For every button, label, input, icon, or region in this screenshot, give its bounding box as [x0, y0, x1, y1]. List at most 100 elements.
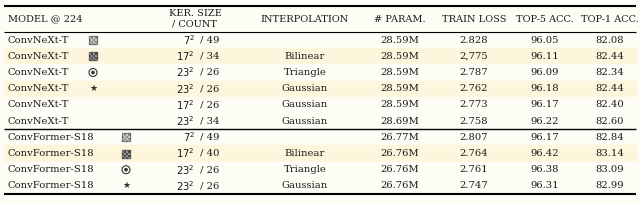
Bar: [126, 135, 128, 137]
Text: ConvFormer-S18: ConvFormer-S18: [8, 133, 95, 142]
Bar: [122, 133, 130, 141]
Text: 26.77M: 26.77M: [381, 133, 419, 142]
Text: Gaussian: Gaussian: [282, 181, 328, 190]
Text: $23^2$: $23^2$: [177, 82, 195, 96]
Bar: [128, 139, 130, 141]
Text: ConvNeXt-T: ConvNeXt-T: [8, 68, 69, 77]
Text: 28.59M: 28.59M: [381, 84, 419, 93]
Text: / COUNT: / COUNT: [173, 20, 218, 29]
Circle shape: [125, 169, 127, 171]
Bar: [4, 178, 636, 194]
Bar: [91, 52, 93, 54]
Bar: [93, 52, 95, 54]
Bar: [89, 52, 91, 54]
Bar: [126, 150, 128, 152]
Bar: [126, 139, 128, 141]
Bar: [91, 56, 93, 58]
Text: / 26: / 26: [197, 84, 220, 93]
Text: 82.40: 82.40: [596, 100, 625, 109]
Bar: [93, 42, 95, 44]
Text: ★: ★: [122, 181, 130, 190]
Bar: [91, 58, 93, 60]
Text: Gaussian: Gaussian: [282, 84, 328, 93]
Text: / 26: / 26: [197, 181, 220, 190]
Text: 82.84: 82.84: [596, 133, 625, 142]
Bar: [4, 162, 636, 178]
Bar: [124, 135, 126, 137]
Text: 2.747: 2.747: [460, 181, 488, 190]
Text: 82.34: 82.34: [596, 68, 625, 77]
Bar: [126, 133, 128, 135]
Text: ConvNeXt-T: ConvNeXt-T: [8, 100, 69, 109]
Bar: [124, 133, 126, 135]
Text: 28.59M: 28.59M: [381, 100, 419, 109]
Bar: [122, 155, 124, 157]
Bar: [4, 81, 636, 97]
Text: Gaussian: Gaussian: [282, 117, 328, 126]
Text: INTERPOLATION: INTERPOLATION: [261, 14, 349, 23]
Bar: [124, 155, 126, 157]
Text: ConvFormer-S18: ConvFormer-S18: [8, 149, 95, 158]
Bar: [122, 153, 124, 155]
Text: # PARAM.: # PARAM.: [374, 14, 426, 23]
Bar: [128, 153, 130, 155]
Bar: [89, 40, 91, 42]
Text: Triangle: Triangle: [284, 68, 326, 77]
Bar: [93, 36, 95, 38]
Text: 2.828: 2.828: [460, 36, 488, 45]
Text: 96.38: 96.38: [531, 165, 559, 174]
Text: 96.18: 96.18: [531, 84, 559, 93]
Bar: [93, 56, 95, 58]
Bar: [4, 113, 636, 129]
Bar: [122, 150, 130, 157]
Bar: [126, 153, 128, 155]
Bar: [89, 36, 91, 38]
Text: 96.22: 96.22: [531, 117, 559, 126]
Text: 96.09: 96.09: [531, 68, 559, 77]
Text: 82.60: 82.60: [596, 117, 624, 126]
Text: 96.17: 96.17: [531, 133, 559, 142]
Text: $23^2$: $23^2$: [177, 163, 195, 177]
Bar: [122, 139, 124, 141]
Text: $17^2$: $17^2$: [177, 147, 195, 160]
Text: $7^2$: $7^2$: [183, 130, 195, 144]
Text: ConvFormer-S18: ConvFormer-S18: [8, 165, 95, 174]
Bar: [93, 38, 95, 40]
Text: 83.14: 83.14: [596, 149, 625, 158]
Bar: [93, 54, 95, 56]
Bar: [89, 56, 91, 58]
Bar: [128, 135, 130, 137]
Bar: [122, 150, 124, 152]
Bar: [91, 54, 93, 56]
Text: 26.76M: 26.76M: [381, 149, 419, 158]
Text: 2.764: 2.764: [460, 149, 488, 158]
Text: 28.59M: 28.59M: [381, 36, 419, 45]
Bar: [4, 32, 636, 48]
Text: 82.44: 82.44: [596, 84, 625, 93]
Bar: [95, 36, 97, 38]
Text: 26.76M: 26.76M: [381, 181, 419, 190]
Text: 26.76M: 26.76M: [381, 165, 419, 174]
Bar: [122, 133, 124, 135]
Text: ★: ★: [89, 84, 97, 93]
Bar: [91, 42, 93, 44]
Bar: [89, 38, 91, 40]
Text: TRAIN LOSS: TRAIN LOSS: [442, 14, 506, 23]
Text: 96.42: 96.42: [531, 149, 559, 158]
Bar: [89, 58, 91, 60]
Text: 2.773: 2.773: [460, 100, 488, 109]
Text: 2.787: 2.787: [460, 68, 488, 77]
Text: Gaussian: Gaussian: [282, 100, 328, 109]
Bar: [128, 133, 130, 135]
Text: ConvFormer-S18: ConvFormer-S18: [8, 181, 95, 190]
Text: TOP-5 ACC.: TOP-5 ACC.: [516, 14, 574, 23]
Bar: [89, 42, 91, 44]
Bar: [93, 40, 95, 42]
Bar: [89, 52, 97, 60]
Bar: [91, 40, 93, 42]
Text: / 49: / 49: [197, 36, 220, 45]
Bar: [4, 48, 636, 64]
Bar: [124, 152, 126, 153]
Text: $7^2$: $7^2$: [183, 33, 195, 47]
Text: $23^2$: $23^2$: [177, 179, 195, 193]
